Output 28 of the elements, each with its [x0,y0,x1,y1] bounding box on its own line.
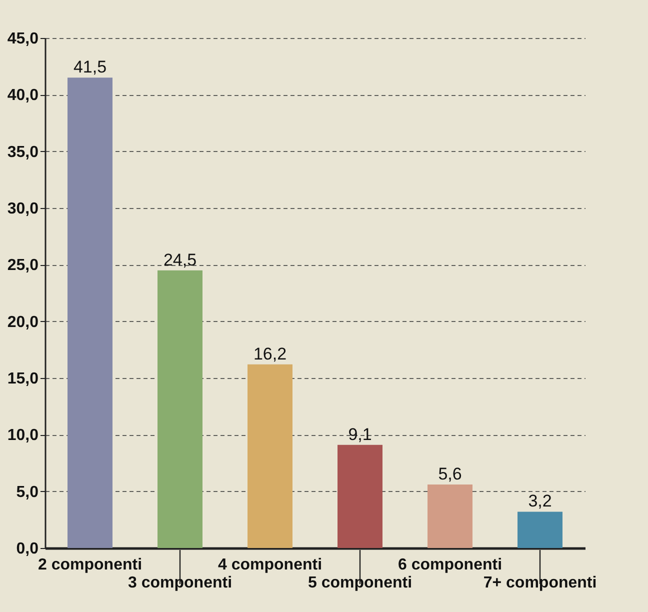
y-tick-label: 0,0 [16,540,39,558]
bar [248,364,292,548]
y-tick-label: 15,0 [7,370,39,388]
bar [338,444,382,548]
data-label: 5,6 [438,464,462,484]
data-label: 24,5 [163,250,197,270]
y-tick-label: 5,0 [16,484,39,501]
x-tick-label: 2 componenti [38,556,142,574]
y-tick-label: 10,0 [7,427,39,444]
x-tick-label: 4 componenti [218,556,322,574]
data-label: 9,1 [348,424,372,444]
x-tick-label: 3 componenti [128,574,232,592]
x-tick-label: 5 componenti [308,574,412,592]
data-label: 3,2 [528,492,552,511]
bar [68,78,112,548]
y-tick-label: 40,0 [7,87,39,104]
x-tick-label: 7+ componenti [483,574,597,592]
y-tick-label: 25,0 [7,257,39,274]
y-tick-label: 30,0 [7,200,39,218]
y-tick-label: 35,0 [7,144,39,161]
bar [518,512,562,548]
y-tick-label: 20,0 [7,314,39,331]
y-tick-label: 45,0 [7,30,39,48]
data-label: 16,2 [253,344,287,364]
bar [158,270,202,548]
x-tick-label: 6 componenti [398,556,502,574]
bar [428,484,472,548]
data-label: 41,5 [73,58,107,77]
